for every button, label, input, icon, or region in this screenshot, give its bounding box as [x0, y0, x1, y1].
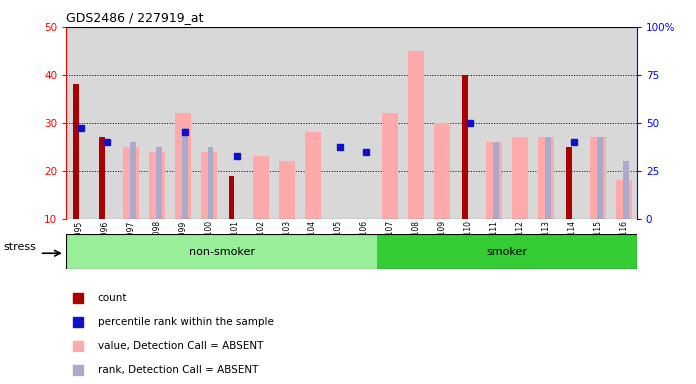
Bar — [253, 157, 269, 219]
Bar — [404, 27, 429, 219]
Bar — [99, 137, 105, 219]
Bar — [326, 27, 351, 219]
Text: rank, Detection Call = ABSENT: rank, Detection Call = ABSENT — [97, 364, 258, 375]
Bar — [377, 27, 404, 219]
Bar — [92, 27, 118, 219]
Text: count: count — [97, 293, 127, 303]
Bar — [545, 137, 551, 219]
Bar — [616, 180, 632, 219]
Bar — [623, 161, 628, 219]
Bar — [409, 51, 425, 219]
Bar — [533, 27, 559, 219]
Bar — [149, 152, 165, 219]
Bar — [248, 27, 274, 219]
Bar — [130, 142, 136, 219]
Text: GDS2486 / 227919_at: GDS2486 / 227919_at — [66, 11, 204, 24]
Text: percentile rank within the sample: percentile rank within the sample — [97, 316, 274, 327]
Bar — [377, 234, 637, 269]
Bar — [118, 27, 144, 219]
Bar — [299, 27, 326, 219]
Bar — [434, 123, 450, 219]
Bar — [429, 27, 455, 219]
Bar — [455, 27, 481, 219]
Bar — [493, 142, 499, 219]
Bar — [274, 27, 299, 219]
Bar — [278, 161, 294, 219]
Bar — [196, 27, 222, 219]
Bar — [156, 147, 161, 219]
Bar — [566, 147, 571, 219]
Bar — [175, 113, 191, 219]
Bar — [123, 147, 139, 219]
Bar — [222, 27, 248, 219]
Bar — [73, 84, 79, 219]
Bar — [305, 132, 321, 219]
Bar — [507, 27, 533, 219]
Bar — [182, 127, 187, 219]
Text: smoker: smoker — [487, 247, 528, 257]
Bar — [538, 137, 554, 219]
Bar — [611, 27, 637, 219]
Bar — [66, 234, 377, 269]
Bar — [382, 113, 398, 219]
Bar — [208, 147, 214, 219]
Bar — [170, 27, 196, 219]
Bar — [559, 27, 585, 219]
Bar — [462, 75, 468, 219]
Text: non-smoker: non-smoker — [189, 247, 255, 257]
Bar — [590, 137, 606, 219]
Bar — [66, 27, 92, 219]
Bar — [229, 176, 235, 219]
Bar — [597, 137, 603, 219]
Bar — [585, 27, 611, 219]
Text: value, Detection Call = ABSENT: value, Detection Call = ABSENT — [97, 341, 263, 351]
Bar — [200, 152, 217, 219]
Bar — [144, 27, 170, 219]
Bar — [512, 137, 528, 219]
Bar — [486, 142, 503, 219]
Text: stress: stress — [3, 242, 36, 252]
Bar — [351, 27, 377, 219]
Bar — [481, 27, 507, 219]
